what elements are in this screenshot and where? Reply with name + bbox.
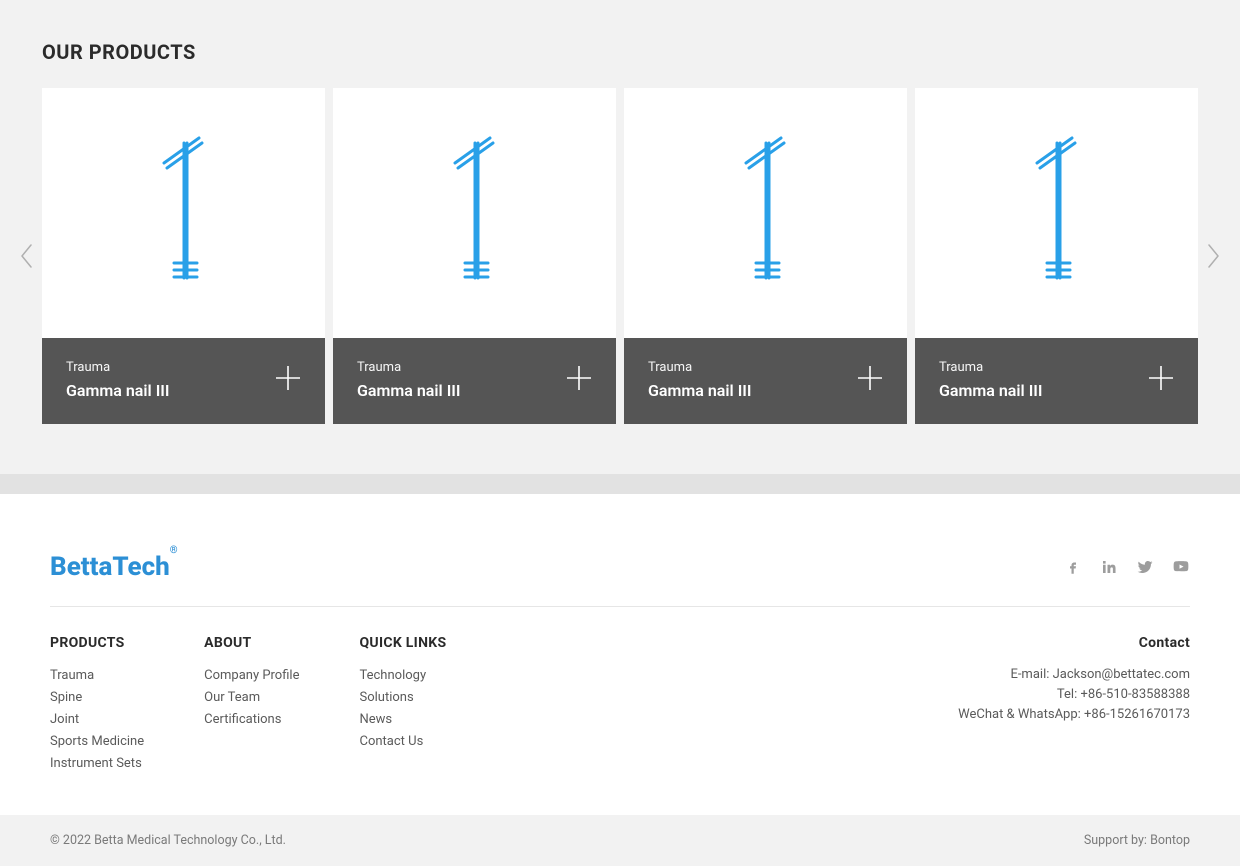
product-expand-button[interactable] <box>857 365 883 395</box>
footer-list-products: TraumaSpineJointSports MedicineInstrumen… <box>50 665 144 775</box>
product-card-footer: Trauma Gamma nail III <box>624 338 907 424</box>
copyright-text: © 2022 Betta Medical Technology Co., Ltd… <box>50 833 286 848</box>
contact-wechat-value[interactable]: +86-15261670173 <box>1084 707 1190 722</box>
product-card[interactable]: Trauma Gamma nail III <box>915 88 1198 424</box>
footer-link[interactable]: Sports Medicine <box>50 731 144 753</box>
logo-registered-mark: ® <box>170 545 178 556</box>
contact-wechat-label: WeChat & WhatsApp: <box>958 707 1084 722</box>
product-text-block: Trauma Gamma nail III <box>357 360 461 400</box>
product-text-block: Trauma Gamma nail III <box>939 360 1043 400</box>
section-divider <box>0 474 1240 494</box>
footer-link[interactable]: Our Team <box>204 687 299 709</box>
product-category: Trauma <box>66 360 170 375</box>
plus-icon <box>566 365 592 391</box>
footer-heading-quicklinks: QUICK LINKS <box>359 635 446 651</box>
linkedin-icon[interactable] <box>1100 558 1118 576</box>
section-title: OUR PRODUCTS <box>42 40 1198 64</box>
plus-icon <box>1148 365 1174 391</box>
footer-heading-contact: Contact <box>958 635 1190 651</box>
carousel-next-button[interactable] <box>1202 236 1226 276</box>
footer-link[interactable]: Certifications <box>204 709 299 731</box>
support-credit: Support by: Bontop <box>1084 833 1190 848</box>
product-carousel: Trauma Gamma nail III Trauma Gamma nail … <box>42 88 1198 424</box>
chevron-right-icon <box>1207 243 1221 269</box>
product-category: Trauma <box>357 360 461 375</box>
product-image-area <box>624 88 907 338</box>
footer-col-about: ABOUT Company ProfileOur TeamCertificati… <box>204 635 299 775</box>
footer-bottom-bar: © 2022 Betta Medical Technology Co., Ltd… <box>0 815 1240 866</box>
facebook-icon[interactable] <box>1064 558 1082 576</box>
product-card[interactable]: Trauma Gamma nail III <box>42 88 325 424</box>
product-card-footer: Trauma Gamma nail III <box>915 338 1198 424</box>
footer-heading-products: PRODUCTS <box>50 635 144 651</box>
contact-tel-value[interactable]: +86-510-83588388 <box>1080 687 1190 702</box>
chevron-left-icon <box>19 243 33 269</box>
footer-link[interactable]: Technology <box>359 665 446 687</box>
product-text-block: Trauma Gamma nail III <box>66 360 170 400</box>
footer-link[interactable]: Spine <box>50 687 144 709</box>
product-text-block: Trauma Gamma nail III <box>648 360 752 400</box>
footer: BettaTech® PRODUCTS TraumaSpineJointSpor… <box>0 494 1240 815</box>
plus-icon <box>275 365 301 391</box>
product-name: Gamma nail III <box>357 381 461 400</box>
product-card-footer: Trauma Gamma nail III <box>333 338 616 424</box>
product-card-footer: Trauma Gamma nail III <box>42 338 325 424</box>
plus-icon <box>857 365 883 391</box>
product-name: Gamma nail III <box>939 381 1043 400</box>
product-expand-button[interactable] <box>275 365 301 395</box>
contact-email-label: E-mail: <box>1010 667 1052 682</box>
brand-logo[interactable]: BettaTech® <box>50 552 178 582</box>
twitter-icon[interactable] <box>1136 558 1154 576</box>
product-image-area <box>915 88 1198 338</box>
product-image-area <box>42 88 325 338</box>
footer-link[interactable]: Solutions <box>359 687 446 709</box>
contact-wechat-line: WeChat & WhatsApp: +86-15261670173 <box>958 705 1190 725</box>
product-image-area <box>333 88 616 338</box>
support-link[interactable]: Bontop <box>1150 833 1190 848</box>
product-expand-button[interactable] <box>1148 365 1174 395</box>
product-name: Gamma nail III <box>66 381 170 400</box>
gamma-nail-icon <box>1022 128 1092 298</box>
footer-top-row: BettaTech® <box>50 552 1190 607</box>
footer-link[interactable]: Contact Us <box>359 731 446 753</box>
gamma-nail-icon <box>731 128 801 298</box>
gamma-nail-icon <box>440 128 510 298</box>
footer-col-products: PRODUCTS TraumaSpineJointSports Medicine… <box>50 635 144 775</box>
products-section: OUR PRODUCTS Trauma Gamma nail III <box>0 0 1240 474</box>
footer-list-quicklinks: TechnologySolutionsNewsContact Us <box>359 665 446 753</box>
footer-col-quicklinks: QUICK LINKS TechnologySolutionsNewsConta… <box>359 635 446 775</box>
product-cards-row: Trauma Gamma nail III Trauma Gamma nail … <box>42 88 1198 424</box>
contact-tel-line: Tel: +86-510-83588388 <box>958 685 1190 705</box>
product-expand-button[interactable] <box>566 365 592 395</box>
footer-link[interactable]: Joint <box>50 709 144 731</box>
carousel-prev-button[interactable] <box>14 236 38 276</box>
footer-link[interactable]: News <box>359 709 446 731</box>
footer-link[interactable]: Company Profile <box>204 665 299 687</box>
footer-col-contact: Contact E-mail: Jackson@bettatec.com Tel… <box>958 635 1190 775</box>
product-category: Trauma <box>939 360 1043 375</box>
contact-email-line: E-mail: Jackson@bettatec.com <box>958 665 1190 685</box>
product-category: Trauma <box>648 360 752 375</box>
support-label: Support by: <box>1084 833 1150 848</box>
product-name: Gamma nail III <box>648 381 752 400</box>
product-card[interactable]: Trauma Gamma nail III <box>624 88 907 424</box>
social-icons-row <box>1064 558 1190 576</box>
product-card[interactable]: Trauma Gamma nail III <box>333 88 616 424</box>
footer-nav-columns: PRODUCTS TraumaSpineJointSports Medicine… <box>50 635 446 775</box>
contact-tel-label: Tel: <box>1057 687 1081 702</box>
logo-text: BettaTech <box>50 552 170 582</box>
footer-heading-about: ABOUT <box>204 635 299 651</box>
footer-columns: PRODUCTS TraumaSpineJointSports Medicine… <box>50 635 1190 775</box>
contact-email-value[interactable]: Jackson@bettatec.com <box>1053 667 1190 682</box>
footer-list-about: Company ProfileOur TeamCertifications <box>204 665 299 731</box>
gamma-nail-icon <box>149 128 219 298</box>
footer-link[interactable]: Trauma <box>50 665 144 687</box>
footer-link[interactable]: Instrument Sets <box>50 753 144 775</box>
youtube-icon[interactable] <box>1172 558 1190 576</box>
